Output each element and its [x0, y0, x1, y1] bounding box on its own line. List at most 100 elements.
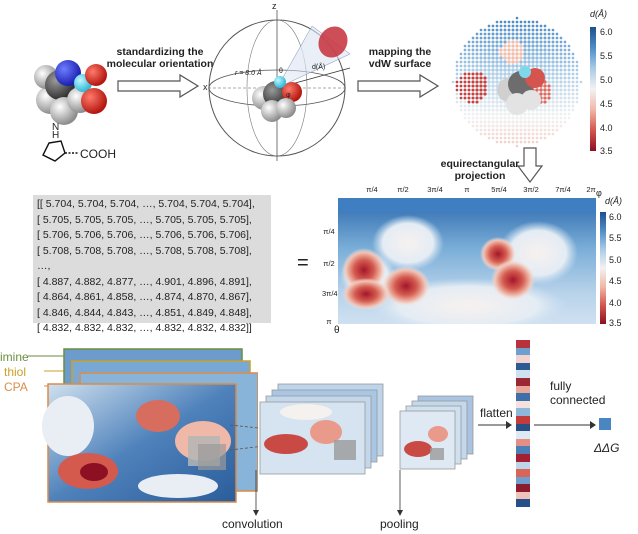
- surface-point: [475, 92, 479, 96]
- surface-point: [543, 108, 547, 112]
- surface-point: [479, 40, 483, 44]
- surface-point: [491, 132, 495, 136]
- surface-point: [475, 60, 479, 64]
- proline-structure-formula: [42, 140, 79, 162]
- surface-point: [567, 68, 571, 72]
- colorbar-top-tick: 4.0: [600, 123, 613, 133]
- surface-point: [567, 116, 571, 120]
- surface-point: [455, 60, 459, 64]
- surface-point: [511, 68, 515, 72]
- surface-point: [463, 96, 467, 100]
- surface-point: [495, 116, 499, 120]
- surface-point: [511, 132, 515, 136]
- surface-point: [535, 120, 539, 124]
- surface-point: [523, 28, 527, 32]
- surface-point: [543, 116, 547, 120]
- surface-point: [523, 36, 527, 40]
- surface-point: [471, 104, 475, 108]
- surface-point: [523, 24, 527, 28]
- surface-point: [527, 48, 531, 52]
- matrix-row: [ 4.832, 4.832, 4.832, …, 4.832, 4.832, …: [37, 322, 252, 334]
- surface-point: [523, 40, 527, 44]
- surface-point: [495, 72, 499, 76]
- surface-point: [515, 116, 519, 120]
- surface-point: [559, 124, 563, 128]
- surface-point: [507, 56, 511, 60]
- surface-point: [563, 52, 567, 56]
- surface-point: [555, 120, 559, 124]
- surface-point: [547, 96, 551, 100]
- surface-point: [479, 80, 483, 84]
- surface-point: [475, 108, 479, 112]
- surface-point: [551, 120, 555, 124]
- surface-point: [479, 28, 483, 32]
- surface-point: [487, 124, 491, 128]
- surface-point: [479, 128, 483, 132]
- surface-point: [483, 88, 487, 92]
- surface-point: [507, 20, 511, 24]
- surface-point: [455, 92, 459, 96]
- surface-point: [495, 32, 499, 36]
- surface-point: [507, 28, 511, 32]
- projection-left-tick: π/4: [323, 227, 335, 236]
- surface-point: [523, 116, 527, 120]
- surface-point: [495, 56, 499, 60]
- colorbar-top-title: d(Å): [590, 9, 608, 19]
- surface-point: [467, 100, 471, 104]
- surface-point: [563, 56, 567, 60]
- surface-point: [571, 84, 575, 88]
- surface-point: [519, 128, 523, 132]
- surface-point: [527, 124, 531, 128]
- surface-point: [483, 36, 487, 40]
- projection-top-tick: 2π: [586, 185, 596, 194]
- surface-point: [507, 124, 511, 128]
- surface-point: [547, 72, 551, 76]
- pooling-label: pooling: [380, 517, 419, 531]
- surface-point: [475, 124, 479, 128]
- surface-point: [495, 128, 499, 132]
- surface-point: [459, 64, 463, 68]
- surface-point: [571, 92, 575, 96]
- surface-point: [515, 16, 519, 20]
- surface-point: [555, 88, 559, 92]
- surface-point: [499, 100, 503, 104]
- surface-point: [555, 84, 559, 88]
- colorbar-top-tick: 5.5: [600, 51, 613, 61]
- surface-point: [511, 40, 515, 44]
- surface-point: [563, 40, 567, 44]
- surface-point: [467, 96, 471, 100]
- surface-point: [499, 140, 503, 144]
- surface-point: [531, 64, 535, 68]
- surface-point: [499, 104, 503, 108]
- surface-point: [559, 80, 563, 84]
- surface-point: [559, 44, 563, 48]
- surface-point: [531, 52, 535, 56]
- sphere-axis-x: x: [203, 82, 208, 92]
- flatten-cell: [516, 423, 530, 432]
- surface-point: [487, 108, 491, 112]
- surface-point: [483, 80, 487, 84]
- surface-point: [543, 84, 547, 88]
- surface-point: [471, 116, 475, 120]
- surface-point: [531, 128, 535, 132]
- surface-point: [531, 20, 535, 24]
- surface-point: [507, 72, 511, 76]
- surface-point: [487, 112, 491, 116]
- surface-point: [539, 136, 543, 140]
- surface-point: [511, 136, 515, 140]
- equirectangular-projection-map: [338, 198, 596, 324]
- surface-point: [491, 36, 495, 40]
- surface-point: [527, 120, 531, 124]
- surface-point: [543, 56, 547, 60]
- surface-point: [543, 44, 547, 48]
- surface-point: [491, 128, 495, 132]
- surface-point: [495, 44, 499, 48]
- surface-point: [527, 116, 531, 120]
- surface-point: [471, 40, 475, 44]
- flatten-cell: [516, 400, 530, 409]
- surface-point: [555, 116, 559, 120]
- surface-point: [491, 116, 495, 120]
- surface-point: [487, 64, 491, 68]
- surface-point: [555, 40, 559, 44]
- surface-point: [527, 40, 531, 44]
